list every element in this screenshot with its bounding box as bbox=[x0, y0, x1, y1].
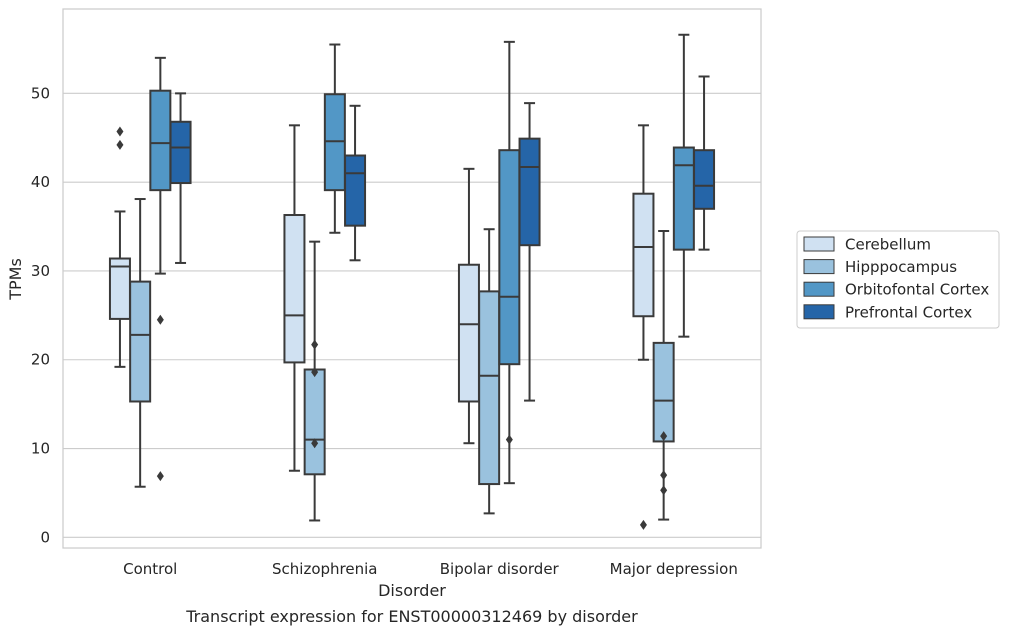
outlier-point bbox=[660, 470, 668, 481]
box-iqr bbox=[652, 341, 675, 443]
box-prefrontal-cortex bbox=[344, 104, 367, 262]
box-iqr bbox=[303, 368, 326, 476]
y-tick-labels: 0 10 20 30 40 50 bbox=[31, 84, 50, 546]
box-cerebellum bbox=[632, 124, 655, 530]
legend-frame bbox=[796, 230, 1000, 329]
box-hipppocampus bbox=[303, 240, 326, 522]
outlier-point bbox=[116, 126, 124, 137]
box-iqr bbox=[149, 89, 172, 192]
outlier-point bbox=[660, 431, 668, 442]
chart-caption: Transcript expression for ENST0000031246… bbox=[185, 607, 638, 626]
box-iqr bbox=[518, 137, 541, 247]
boxes bbox=[108, 33, 716, 530]
x-tick-labels: Control Schizophrenia Bipolar disorder Majo… bbox=[123, 560, 738, 578]
legend-label: Cerebellum bbox=[845, 236, 931, 254]
box-cerebellum bbox=[457, 167, 480, 445]
box-orbitofontal-cortex bbox=[672, 33, 695, 338]
box-orbitofontal-cortex bbox=[323, 43, 346, 234]
x-tick-label: Control bbox=[123, 560, 177, 578]
outlier-point bbox=[156, 314, 164, 325]
box-iqr bbox=[478, 290, 501, 486]
legend-swatch bbox=[803, 281, 835, 297]
y-tick-label: 50 bbox=[31, 84, 50, 102]
outlier-point bbox=[311, 339, 319, 350]
box-iqr bbox=[283, 214, 306, 364]
box-iqr bbox=[457, 263, 480, 403]
outlier-point bbox=[156, 471, 164, 482]
legend-label: Orbitofontal Cortex bbox=[845, 281, 989, 299]
outlier-point bbox=[505, 434, 513, 445]
y-tick-label: 20 bbox=[31, 351, 50, 369]
box-iqr bbox=[632, 192, 655, 318]
outlier-point bbox=[660, 485, 668, 496]
box-iqr bbox=[129, 280, 152, 403]
y-tick-label: 40 bbox=[31, 173, 50, 191]
y-tick-label: 30 bbox=[31, 262, 50, 280]
x-tick-label: Schizophrenia bbox=[272, 560, 377, 578]
box-iqr bbox=[693, 149, 716, 210]
x-tick-label: Bipolar disorder bbox=[440, 560, 560, 578]
outlier-point bbox=[639, 519, 647, 530]
box-iqr bbox=[498, 149, 521, 366]
legend-items: Cerebellum Hipppocampus Orbitofontal Corte… bbox=[803, 236, 989, 321]
y-tick-label: 10 bbox=[31, 440, 50, 458]
box-iqr bbox=[108, 257, 131, 320]
y-axis-label: TPMs bbox=[6, 258, 25, 301]
plot-area-frame bbox=[62, 8, 762, 549]
legend-label: Hipppocampus bbox=[845, 258, 957, 276]
box-iqr bbox=[169, 120, 192, 185]
outlier-point bbox=[311, 367, 319, 378]
legend-swatch bbox=[803, 236, 835, 252]
x-axis-label: Disorder bbox=[378, 581, 446, 600]
box-hipppocampus bbox=[478, 228, 501, 515]
box-iqr bbox=[344, 154, 367, 227]
box-orbitofontal-cortex bbox=[149, 56, 172, 482]
y-tick-label: 0 bbox=[40, 528, 50, 546]
x-tick-label: Major depression bbox=[610, 560, 738, 578]
outlier-point bbox=[311, 438, 319, 449]
box-hipppocampus bbox=[652, 229, 675, 521]
box-prefrontal-cortex bbox=[518, 102, 541, 402]
outlier-point bbox=[116, 139, 124, 150]
box-prefrontal-cortex bbox=[169, 92, 192, 264]
box-orbitofontal-cortex bbox=[498, 40, 521, 485]
box-cerebellum bbox=[283, 124, 306, 472]
box-iqr bbox=[672, 146, 695, 251]
legend-swatch bbox=[803, 259, 835, 275]
box-prefrontal-cortex bbox=[693, 75, 716, 251]
box-cerebellum bbox=[108, 126, 131, 368]
legend: Cerebellum Hipppocampus Orbitofontal Corte… bbox=[796, 230, 1000, 329]
box-hipppocampus bbox=[129, 198, 152, 488]
legend-label: Prefrontal Cortex bbox=[845, 303, 972, 321]
legend-swatch bbox=[803, 304, 835, 320]
